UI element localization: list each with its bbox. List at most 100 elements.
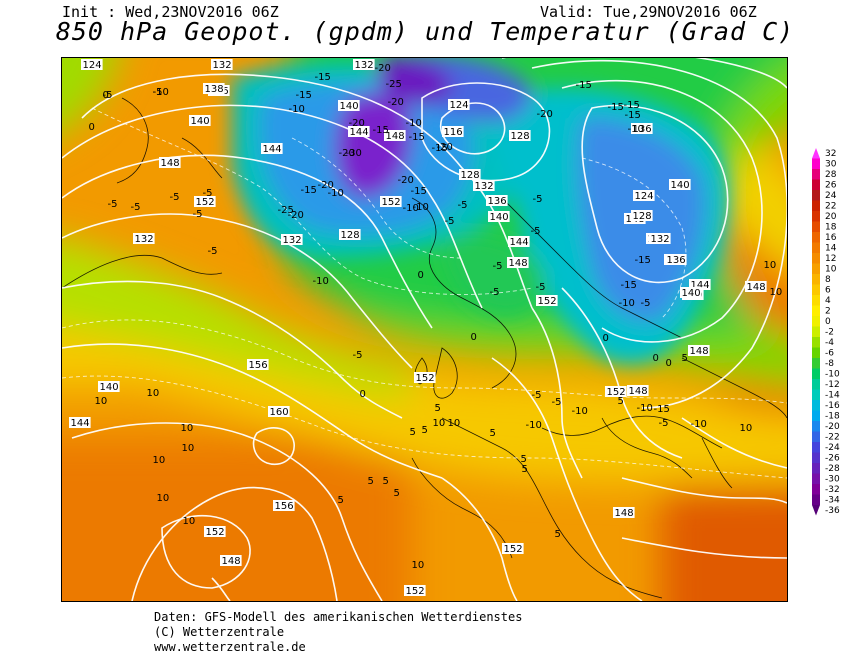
svg-text:10: 10 (181, 423, 194, 434)
svg-text:5: 5 (521, 454, 527, 465)
legend-swatch (812, 358, 820, 369)
geopotential-label: 136 (486, 195, 508, 207)
geopotential-label: 128 (631, 210, 653, 222)
svg-text:140: 140 (340, 101, 359, 112)
temperature-label: 5 (383, 476, 389, 487)
svg-text:-10: -10 (413, 202, 429, 213)
svg-text:0: 0 (471, 332, 477, 343)
temperature-label: -15 (315, 72, 331, 83)
legend-value: 18 (825, 223, 837, 233)
svg-text:0: 0 (89, 122, 95, 133)
geopotential-label-layer: 1241321361381401441481521321401441481521… (69, 59, 767, 597)
svg-text:152: 152 (206, 527, 225, 538)
svg-text:-5: -5 (353, 350, 363, 361)
svg-text:-15: -15 (373, 125, 389, 136)
svg-text:-25: -25 (278, 205, 294, 216)
svg-text:-15: -15 (296, 90, 312, 101)
legend-value: -16 (825, 401, 840, 411)
svg-text:-5: -5 (493, 261, 503, 272)
svg-text:-20: -20 (537, 109, 553, 120)
svg-text:-20: -20 (318, 180, 334, 191)
temperature-label: 10 (448, 418, 461, 429)
svg-text:-15: -15 (576, 80, 592, 91)
legend-swatch (812, 410, 820, 421)
legend-swatch (812, 463, 820, 474)
temperature-isotherms (62, 107, 787, 479)
temperature-label: 0 (89, 122, 95, 133)
temperature-label: -10 (406, 118, 422, 129)
svg-text:124: 124 (635, 191, 654, 202)
svg-text:132: 132 (213, 60, 232, 71)
temperature-label: 5 (422, 425, 428, 436)
geopotential-label: 152 (414, 372, 436, 384)
svg-text:0: 0 (103, 90, 109, 101)
footer-website: www.wetterzentrale.de (154, 640, 306, 654)
svg-text:148: 148 (629, 386, 648, 397)
temperature-label: -10 (313, 276, 329, 287)
svg-text:148: 148 (690, 346, 709, 357)
legend-value: -12 (825, 380, 840, 390)
geopotential-label: 140 (98, 381, 120, 393)
svg-text:152: 152 (504, 544, 523, 555)
temperature-label: -25 (278, 205, 294, 216)
temperature-label: 0 (603, 333, 609, 344)
map-title: 850 hPa Geopot. (gpdm) und Temperatur (G… (55, 17, 795, 46)
temperature-label: -5 (153, 87, 163, 98)
geopotential-label: 152 (204, 526, 226, 538)
temperature-label: 0 (653, 353, 659, 364)
temperature-label: 10 (147, 388, 160, 399)
geopotential-contours (62, 58, 787, 601)
svg-text:-10: -10 (628, 124, 644, 135)
legend-value: -20 (825, 422, 840, 432)
legend-value: -30 (825, 475, 840, 485)
geopotential-label: 140 (680, 287, 702, 299)
weather-map: 1241321361381401441481521321401441481521… (61, 57, 788, 602)
legend-swatch (812, 442, 820, 453)
temperature-label: -15 (411, 186, 427, 197)
svg-text:-10: -10 (313, 276, 329, 287)
svg-text:-15: -15 (301, 185, 317, 196)
svg-text:-5: -5 (170, 192, 180, 203)
svg-text:148: 148 (161, 158, 180, 169)
geopotential-label: 144 (348, 126, 370, 138)
svg-text:132: 132 (283, 235, 302, 246)
svg-text:-10: -10 (691, 419, 707, 430)
geopotential-label: 132 (353, 59, 375, 71)
svg-text:10: 10 (153, 455, 166, 466)
temperature-label: 10 (157, 493, 170, 504)
geopotential-label: 132 (473, 180, 495, 192)
legend-swatch (812, 368, 820, 379)
legend-value: 0 (825, 317, 831, 327)
temperature-label: -5 (531, 226, 541, 237)
svg-text:-15: -15 (625, 110, 641, 121)
temperature-label: 5 (522, 464, 528, 475)
temperature-label: -10 (628, 124, 644, 135)
init-time-label: Init : Wed,23NOV2016 06Z (62, 3, 279, 21)
svg-text:144: 144 (350, 127, 369, 138)
svg-text:10: 10 (740, 423, 753, 434)
geopotential-label: 148 (613, 507, 635, 519)
geopotential-label: 152 (502, 543, 524, 555)
temperature-label: -20 (375, 63, 391, 74)
svg-text:136: 136 (633, 124, 652, 135)
svg-text:-5: -5 (108, 199, 118, 210)
temperature-label: 0 (360, 389, 366, 400)
legend-value: -10 (825, 370, 840, 380)
svg-text:-25: -25 (386, 79, 402, 90)
legend-value: 2 (825, 307, 831, 317)
legend-swatch (812, 431, 820, 442)
temperature-label: -10 (637, 403, 653, 414)
temperature-label: -5 (533, 194, 543, 205)
temperature-label: -15 (576, 80, 592, 91)
legend-swatch (812, 295, 820, 306)
svg-text:5: 5 (422, 425, 428, 436)
temperature-label: 10 (412, 560, 425, 571)
temperature-label: -10 (619, 298, 635, 309)
valid-time-label: Valid: Tue,29NOV2016 06Z (540, 3, 757, 21)
temperature-label: -15 (409, 132, 425, 143)
temperature-label: 0 (418, 270, 424, 281)
temperature-label: 5 (435, 403, 441, 414)
geopotential-label: 140 (189, 115, 211, 127)
svg-text:5: 5 (394, 488, 400, 499)
svg-text:0: 0 (653, 353, 659, 364)
